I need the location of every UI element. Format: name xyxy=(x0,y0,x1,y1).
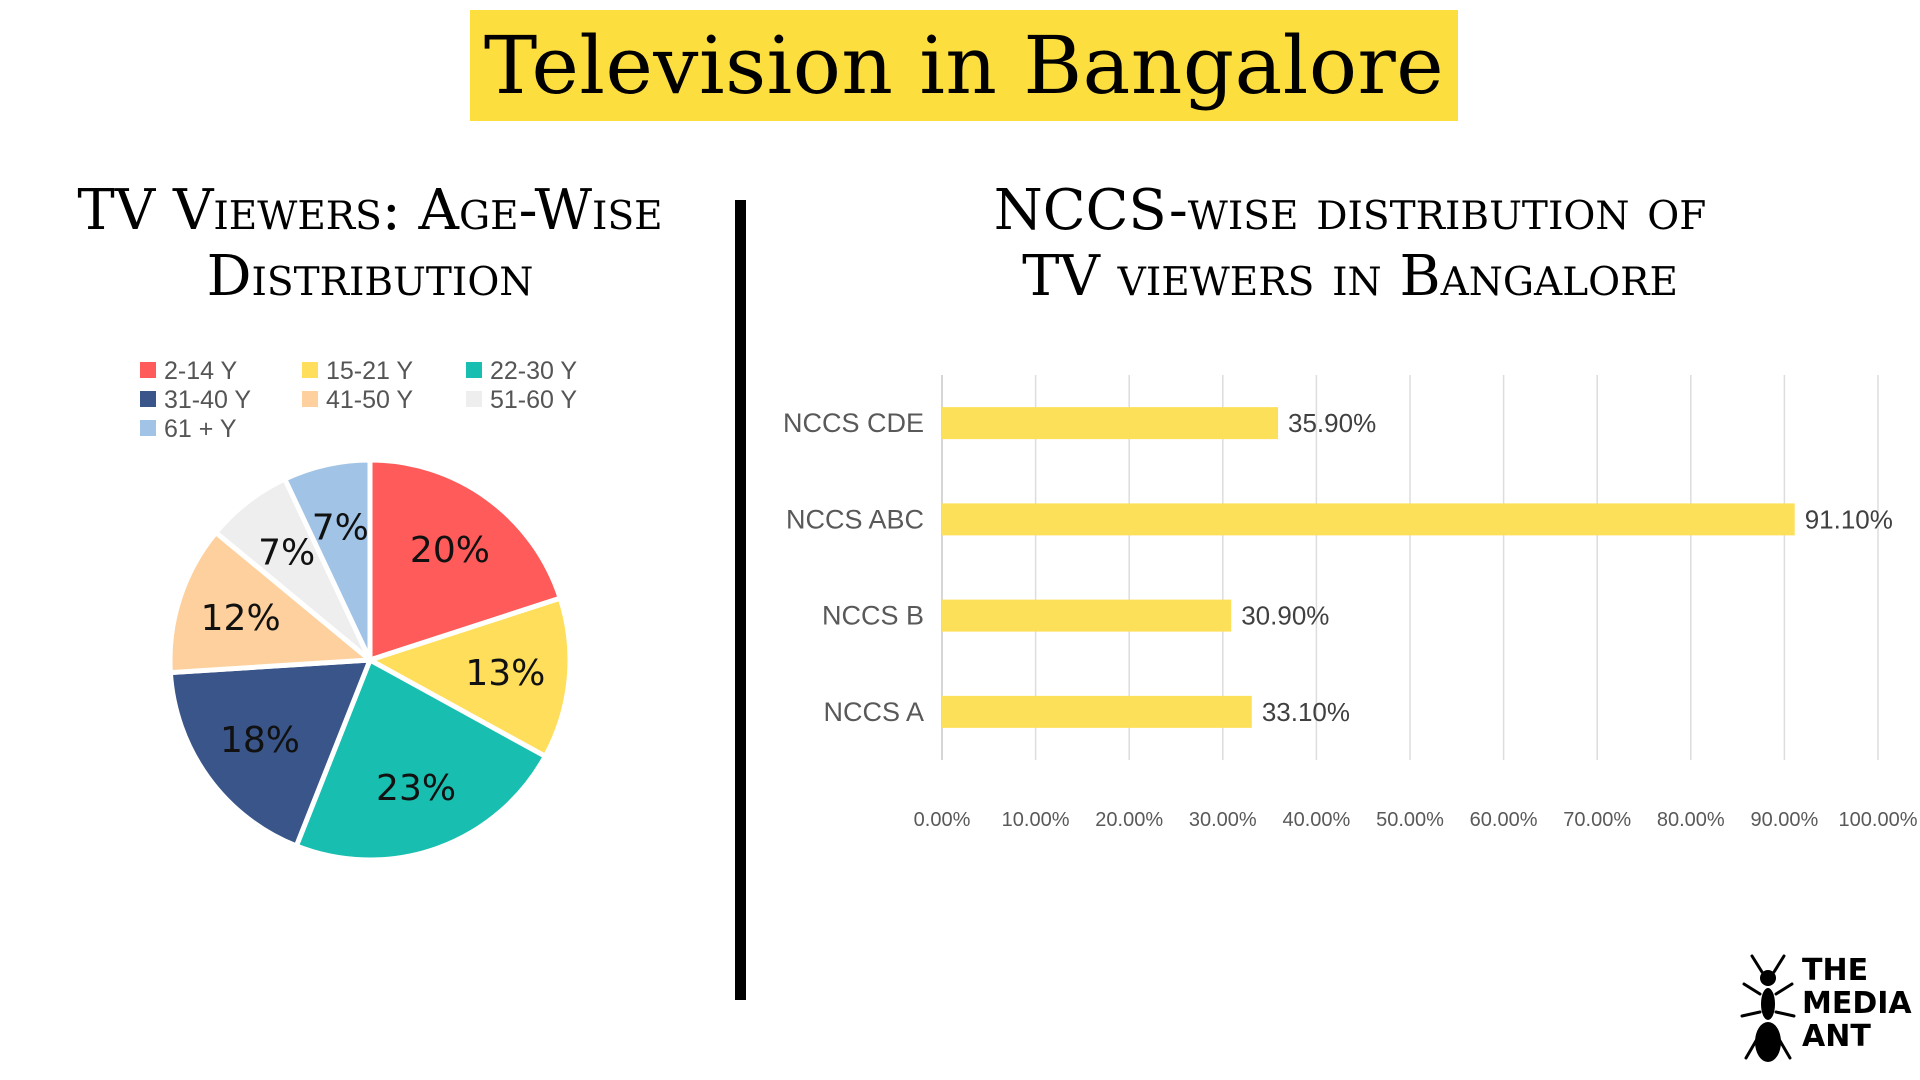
legend-label-0: 2-14 Y xyxy=(164,357,238,385)
x-tick-label-8: 80.00% xyxy=(1657,809,1725,831)
pie-slice-label-4: 12% xyxy=(201,598,281,639)
bar-0 xyxy=(942,407,1279,440)
bar-chart: 0.00% 10.00% 20.00% 30.00% 40.00% 50.00% 60.00… xyxy=(783,375,1918,831)
pie-slice-3 xyxy=(167,657,374,850)
x-tick-label-4: 40.00% xyxy=(1282,809,1350,831)
legend-label-3: 31-40 Y xyxy=(164,386,251,414)
legend-swatch-0 xyxy=(140,362,156,378)
legend-swatch-5 xyxy=(466,391,482,407)
legend-label-5: 51-60 Y xyxy=(490,386,577,414)
pie-slice-label-1: 13% xyxy=(465,653,545,694)
category-label-2: NCCS B xyxy=(822,601,924,631)
legend-label-6: 61 + Y xyxy=(164,415,237,443)
ant-icon xyxy=(1740,954,1796,1062)
title-banner: Television in Bangalore xyxy=(470,10,1458,121)
pie-slice-0 xyxy=(367,457,564,664)
pie-chart-title-line-2: Distribution xyxy=(206,244,534,309)
bar-chart-title-line-1: NCCS-wise distribution of xyxy=(993,178,1707,243)
x-tick-label-6: 60.00% xyxy=(1470,809,1538,831)
category-label-3: NCCS A xyxy=(823,697,924,727)
legend-swatch-4 xyxy=(302,391,318,407)
x-tick-label-1: 10.00% xyxy=(1002,809,1070,831)
page-title: Television in Bangalore xyxy=(483,19,1445,112)
category-label-0: NCCS CDE xyxy=(783,408,924,438)
legend-swatch-6 xyxy=(140,420,156,436)
pie-chart-title: TV Viewers: Age-Wise Distribution xyxy=(30,178,710,310)
pie-chart-title-line-1: TV Viewers: Age-Wise xyxy=(77,178,663,243)
pie-slice-1 xyxy=(363,595,573,760)
x-tick-label-3: 30.00% xyxy=(1189,809,1257,831)
legend-swatch-1 xyxy=(302,362,318,378)
logo-line-ant: ANT xyxy=(1802,1019,1871,1054)
bar-2 xyxy=(942,599,1232,632)
pie-slice-2 xyxy=(293,656,549,863)
bar-chart-title-line-2: TV viewers in Bangalore xyxy=(1022,244,1678,309)
x-tick-label-0: 0.00% xyxy=(914,809,971,831)
x-tick-label-5: 50.00% xyxy=(1376,809,1444,831)
bar-data-label-0: 35.90% xyxy=(1288,408,1376,438)
legend-label-4: 41-50 Y xyxy=(326,386,413,414)
x-tick-label-2: 20.00% xyxy=(1095,809,1163,831)
legend-label-2: 22-30 Y xyxy=(490,357,577,385)
bar-3 xyxy=(942,695,1252,728)
legend-label-1: 15-21 Y xyxy=(326,357,413,385)
logo-text: THE MEDIA ANT xyxy=(1802,954,1912,1053)
logo-line-media: MEDIA xyxy=(1802,986,1912,1021)
bar-1 xyxy=(942,503,1795,536)
pie-slice-6 xyxy=(281,457,373,662)
logo-line-the: THE xyxy=(1802,953,1869,988)
bar-data-label-1: 91.10% xyxy=(1805,504,1893,534)
bar-chart-title: NCCS-wise distribution of TV viewers in … xyxy=(870,178,1830,310)
pie-slice-label-6: 7% xyxy=(312,507,369,548)
section-divider xyxy=(735,200,746,1000)
x-tick-label-9: 90.00% xyxy=(1750,809,1818,831)
pie-slice-label-3: 18% xyxy=(220,720,300,761)
pie-slice-label-5: 7% xyxy=(258,533,315,574)
pie-slice-label-2: 23% xyxy=(376,768,456,809)
pie-slice-4 xyxy=(167,528,377,676)
media-ant-logo: THE MEDIA ANT xyxy=(1738,954,1912,1069)
pie-chart: 2-14 Y 15-21 Y 22-30 Y 31-40 Y 41-50 Y 51-60 … xyxy=(140,357,577,863)
pie-slice-label-0: 20% xyxy=(410,530,490,571)
bar-data-label-3: 33.10% xyxy=(1262,697,1350,727)
x-tick-label-7: 70.00% xyxy=(1563,809,1631,831)
legend-swatch-2 xyxy=(466,362,482,378)
category-label-1: NCCS ABC xyxy=(786,504,924,534)
legend-swatch-3 xyxy=(140,391,156,407)
bar-data-label-2: 30.90% xyxy=(1241,601,1329,631)
x-tick-label-10: 100.00% xyxy=(1839,809,1918,831)
